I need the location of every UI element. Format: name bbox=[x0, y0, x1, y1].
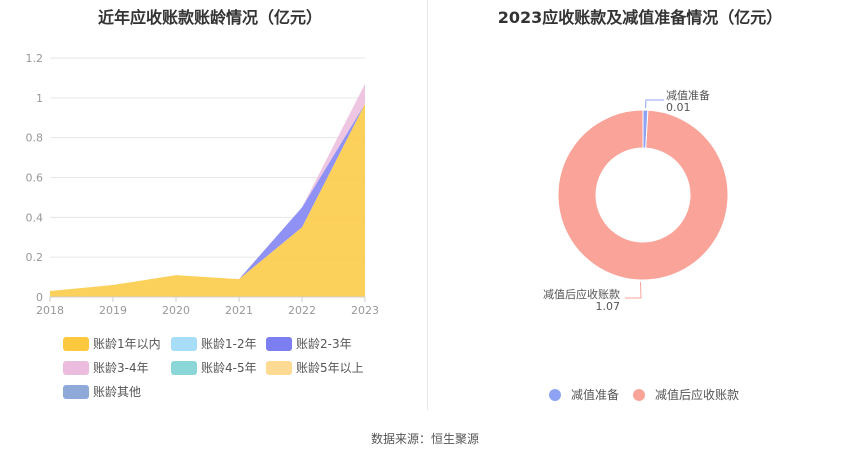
x-tick-label: 2018 bbox=[36, 304, 64, 317]
y-tick-label: 0.2 bbox=[26, 251, 44, 264]
y-tick-label: 0.8 bbox=[26, 132, 44, 145]
legend-swatch bbox=[171, 360, 197, 375]
legend-label: 减值后应收账款 bbox=[655, 388, 740, 402]
legend-item-series-3[interactable]: 账龄3-4年 bbox=[63, 359, 149, 376]
legend-item-slice-1[interactable]: 减值后应收账款 bbox=[633, 386, 739, 403]
x-tick-label: 2022 bbox=[288, 304, 316, 317]
data-source: 数据来源：恒生聚源 bbox=[370, 432, 479, 446]
y-tick-label: 1.2 bbox=[26, 52, 44, 65]
legend-dot bbox=[633, 388, 645, 401]
legend-label: 账龄3-4年 bbox=[93, 361, 149, 375]
leader-line-1 bbox=[625, 281, 642, 299]
y-tick-label: 1 bbox=[36, 92, 43, 105]
legend-swatch bbox=[171, 336, 197, 351]
donut-label-name: 减值后应收账款 bbox=[543, 288, 620, 301]
legend-label: 账龄2-3年 bbox=[296, 337, 352, 351]
legend-label: 账龄5年以上 bbox=[296, 361, 364, 375]
legend-swatch bbox=[266, 360, 292, 375]
legend-label: 账龄1-2年 bbox=[201, 337, 257, 351]
legend-label: 账龄4-5年 bbox=[201, 361, 257, 375]
legend-item-series-2[interactable]: 账龄2-3年 bbox=[266, 335, 352, 352]
area-series-0 bbox=[50, 103, 365, 297]
x-tick-label: 2019 bbox=[99, 304, 127, 317]
legend-item-series-6[interactable]: 账龄其他 bbox=[63, 383, 141, 400]
donut-label-name: 减值准备 bbox=[666, 89, 710, 102]
legend-item-series-4[interactable]: 账龄4-5年 bbox=[171, 359, 257, 376]
legend-label: 账龄1年以内 bbox=[93, 337, 161, 351]
legend-swatch bbox=[63, 360, 89, 375]
legend-swatch bbox=[63, 336, 89, 351]
donut-label-1: 减值后应收账款 1.07 bbox=[520, 289, 620, 313]
legend-label: 账龄其他 bbox=[93, 385, 142, 399]
legend-item-slice-0[interactable]: 减值准备 bbox=[549, 386, 619, 403]
legend-label: 减值准备 bbox=[571, 388, 620, 402]
x-tick-label: 2021 bbox=[225, 304, 253, 317]
chart-divider bbox=[427, 0, 428, 410]
legend-item-series-5[interactable]: 账龄5年以上 bbox=[266, 359, 364, 376]
legend-dot bbox=[549, 388, 561, 401]
x-tick-label: 2020 bbox=[162, 304, 190, 317]
y-tick-label: 0 bbox=[36, 291, 43, 304]
legend-item-series-0[interactable]: 账龄1年以内 bbox=[63, 335, 161, 352]
legend-item-series-1[interactable]: 账龄1-2年 bbox=[171, 335, 257, 352]
donut-label-value: 0.01 bbox=[666, 101, 691, 114]
legend-swatch bbox=[266, 336, 292, 351]
y-tick-label: 0.6 bbox=[26, 172, 44, 185]
leader-line-0 bbox=[645, 99, 664, 109]
left-chart-title: 近年应收账款账龄情况（亿元） bbox=[97, 8, 322, 27]
donut-label-0: 减值准备 0.01 bbox=[666, 90, 766, 114]
x-tick-label: 2023 bbox=[351, 304, 379, 317]
right-chart-title: 2023应收账款及减值准备情况（亿元） bbox=[497, 8, 783, 27]
donut-label-value: 1.07 bbox=[595, 300, 621, 313]
legend-swatch bbox=[63, 384, 89, 399]
donut-slice-1[interactable] bbox=[557, 109, 729, 281]
y-tick-label: 0.4 bbox=[26, 211, 44, 224]
